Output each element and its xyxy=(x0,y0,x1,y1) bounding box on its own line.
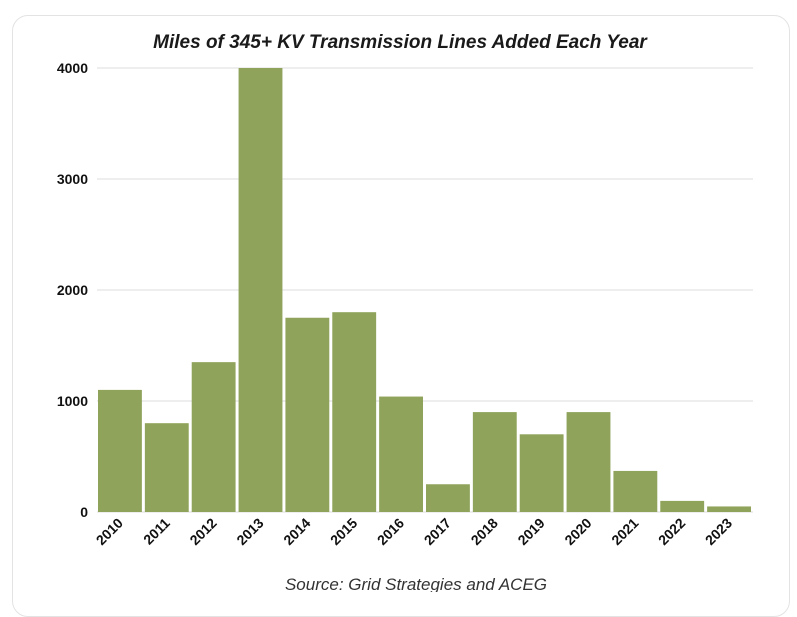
bar-2011 xyxy=(144,423,189,512)
x-tick-label: 2018 xyxy=(468,515,501,548)
x-tick-label: 2016 xyxy=(374,515,407,548)
x-tick-label: 2017 xyxy=(421,515,454,548)
x-tick-label: 2013 xyxy=(233,515,266,548)
y-tick-label: 0 xyxy=(80,504,88,520)
x-tick-label: 2020 xyxy=(561,515,594,548)
x-tick-label: 2019 xyxy=(514,515,547,548)
x-tick-label: 2022 xyxy=(655,515,688,548)
bar-2013 xyxy=(238,68,283,512)
y-tick-label: 3000 xyxy=(57,171,88,187)
bar-2015 xyxy=(332,312,377,512)
chart-title: Miles of 345+ KV Transmission Lines Adde… xyxy=(153,32,648,53)
x-tick-label: 2010 xyxy=(93,515,126,548)
x-tick-label: 2015 xyxy=(327,515,360,548)
bar-2020 xyxy=(566,412,611,512)
x-tick-label: 2021 xyxy=(608,515,641,548)
chart-source: Source: Grid Strategies and ACEG xyxy=(285,575,547,592)
bar-2022 xyxy=(660,500,705,512)
chart-card xyxy=(12,15,790,617)
x-tick-label: 2023 xyxy=(702,515,735,548)
bar-2014 xyxy=(285,317,330,512)
bar-2012 xyxy=(191,362,236,512)
bar-chart: Miles of 345+ KV Transmission Lines Adde… xyxy=(57,32,753,592)
bar-2023 xyxy=(707,506,751,512)
bar-2017 xyxy=(426,484,470,512)
y-tick-label: 2000 xyxy=(57,282,88,298)
y-tick-label: 4000 xyxy=(57,60,88,76)
x-tick-label: 2012 xyxy=(186,515,219,548)
bar-2018 xyxy=(472,412,517,512)
bar-2019 xyxy=(519,434,564,512)
bar-2016 xyxy=(379,396,423,512)
bar-2021 xyxy=(613,470,658,512)
bar-2010 xyxy=(98,389,142,512)
x-tick-label: 2011 xyxy=(140,515,173,548)
y-tick-label: 1000 xyxy=(57,393,88,409)
x-tick-label: 2014 xyxy=(280,515,313,548)
